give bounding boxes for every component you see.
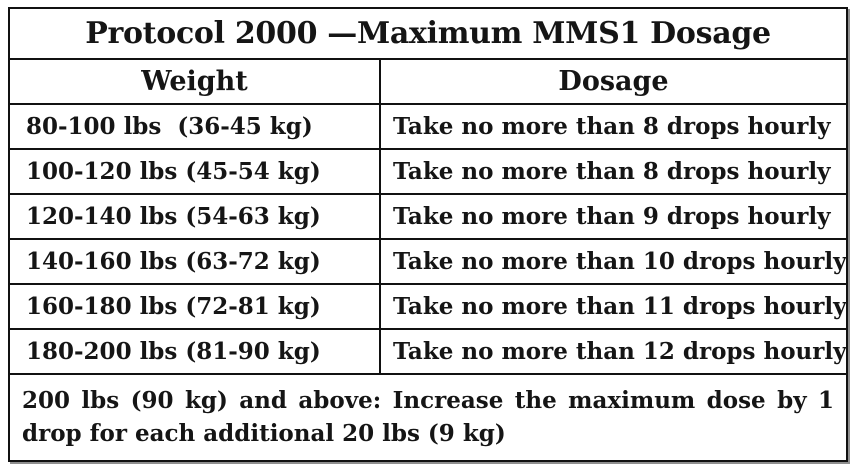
column-header-dosage: Dosage bbox=[558, 66, 669, 97]
dosage-cell: Take no more than 8 drops hourly bbox=[393, 113, 831, 140]
weight-cell: 80-100 lbs (36-45 kg) bbox=[10, 105, 381, 148]
table-footer-note: 200 lbs (90 kg) and above: Increase the … bbox=[10, 375, 846, 460]
weight-cell: 160-180 lbs (72-81 kg) bbox=[10, 285, 381, 328]
table-row: 120-140 lbs (54-63 kg) Take no more than… bbox=[10, 195, 846, 240]
dosage-cell: Take no more than 12 drops hourly bbox=[393, 338, 847, 365]
column-header-weight: Weight bbox=[10, 60, 381, 103]
weight-cell: 100-120 lbs (45-54 kg) bbox=[10, 150, 381, 193]
footer-note-line-1: 200 lbs (90 kg) and above: Increase the … bbox=[22, 387, 834, 414]
dosage-cell: Take no more than 9 drops hourly bbox=[393, 203, 831, 230]
table-row: 180-200 lbs (81-90 kg) Take no more than… bbox=[10, 330, 846, 375]
table-row: 100-120 lbs (45-54 kg) Take no more than… bbox=[10, 150, 846, 195]
table-title: Protocol 2000 —Maximum MMS1 Dosage bbox=[10, 9, 846, 60]
table-row: 160-180 lbs (72-81 kg) Take no more than… bbox=[10, 285, 846, 330]
dosage-cell: Take no more than 10 drops hourly bbox=[393, 248, 847, 275]
table-row: 80-100 lbs (36-45 kg) Take no more than … bbox=[10, 105, 846, 150]
footer-note-line-2: drop for each additional 20 lbs (9 kg) bbox=[22, 420, 506, 447]
weight-cell: 120-140 lbs (54-63 kg) bbox=[10, 195, 381, 238]
weight-cell: 180-200 lbs (81-90 kg) bbox=[10, 330, 381, 373]
table-row: 140-160 lbs (63-72 kg) Take no more than… bbox=[10, 240, 846, 285]
weight-cell: 140-160 lbs (63-72 kg) bbox=[10, 240, 381, 283]
table-header-row: Weight Dosage bbox=[10, 60, 846, 105]
dosage-table: Protocol 2000 —Maximum MMS1 Dosage Weigh… bbox=[8, 7, 848, 462]
dosage-cell: Take no more than 8 drops hourly bbox=[393, 158, 831, 185]
dosage-cell: Take no more than 11 drops hourly bbox=[393, 293, 847, 320]
